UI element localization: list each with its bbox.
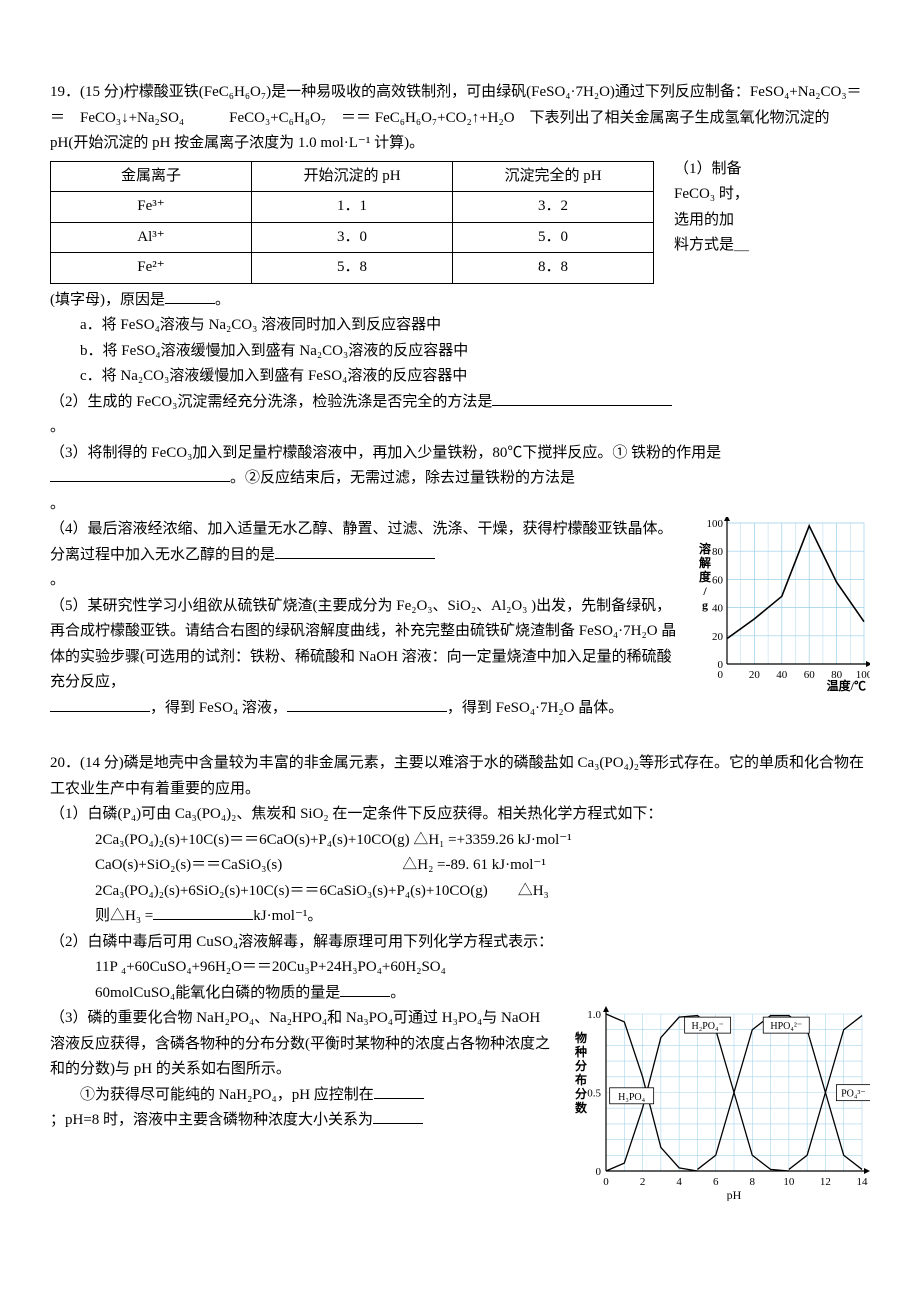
- svg-text:0: 0: [603, 1176, 609, 1188]
- svg-text:0: 0: [596, 1166, 602, 1178]
- q19-side-l2: FeCO₃ 时，: [674, 182, 749, 208]
- blank: [50, 711, 150, 712]
- svg-text:40: 40: [776, 669, 788, 681]
- svg-text:温度/℃: 温度/℃: [827, 678, 866, 692]
- svg-text:PO₄³⁻: PO₄³⁻: [841, 1089, 866, 1100]
- q19-side-l4: 料方式是＿: [674, 233, 749, 259]
- solubility-chart: 20406080100020406080100温度/℃溶解度/g0: [695, 517, 870, 702]
- svg-text:溶: 溶: [699, 541, 711, 556]
- svg-text:布: 布: [575, 1072, 587, 1087]
- svg-text:100: 100: [707, 518, 724, 530]
- q19-number: 19: [50, 84, 65, 100]
- svg-text:20: 20: [749, 669, 761, 681]
- svg-text:2: 2: [640, 1176, 646, 1188]
- svg-text:6: 6: [713, 1176, 719, 1188]
- blank: [275, 558, 435, 559]
- svg-text:物: 物: [575, 1030, 587, 1045]
- svg-text:4: 4: [676, 1176, 682, 1188]
- svg-text:度: 度: [699, 569, 712, 584]
- blank: [287, 711, 447, 712]
- q19-table-row: 金属离子 开始沉淀的 pH 沉淀完全的 pH Fe³⁺1．13．2 Al³⁺3．…: [50, 157, 870, 288]
- th-start: 开始沉淀的 pH: [252, 161, 453, 192]
- svg-text:/: /: [702, 584, 707, 598]
- svg-text:20: 20: [712, 631, 724, 643]
- ion-table: 金属离子 开始沉淀的 pH 沉淀完全的 pH Fe³⁺1．13．2 Al³⁺3．…: [50, 161, 654, 284]
- q20-part2-c: 60molCuSO₄能氧化白磷的物质的量是。: [50, 981, 870, 1007]
- svg-text:HPO₄²⁻: HPO₄²⁻: [770, 1021, 802, 1032]
- q20-intro: 20．(14 分)磷是地壳中含量较为丰富的非金属元素，主要以难溶于水的磷酸盐如 …: [50, 751, 870, 802]
- blank: [340, 996, 390, 997]
- svg-text:数: 数: [575, 1100, 588, 1115]
- svg-text:12: 12: [820, 1176, 831, 1188]
- svg-text:10: 10: [783, 1176, 795, 1188]
- q19-opt-a: a．将 FeSO₄溶液与 Na₂CO₃ 溶液同时加入到反应容器中: [50, 313, 870, 339]
- th-ion: 金属离子: [51, 161, 252, 192]
- svg-text:80: 80: [712, 546, 724, 558]
- q20-part1: （1）白磷(P₄)可由 Ca₃(PO₄)₂、焦炭和 SiO₂ 在一定条件下反应获…: [50, 802, 870, 828]
- blank: [492, 405, 672, 406]
- question-19: 19．(15 分)柠檬酸亚铁(FeC₆H₆O₇)是一种易吸收的高效铁制剂，可由绿…: [50, 80, 870, 721]
- svg-text:0: 0: [718, 669, 724, 681]
- blank: [373, 1123, 423, 1124]
- chart1-svg: 20406080100020406080100温度/℃溶解度/g0: [695, 517, 870, 692]
- svg-text:H₃PO₄: H₃PO₄: [618, 1092, 645, 1103]
- q19-side-l1: （1）制备: [674, 157, 749, 183]
- blank: [50, 481, 230, 482]
- th-complete: 沉淀完全的 pH: [453, 161, 654, 192]
- blank: [153, 919, 253, 920]
- question-20: 20．(14 分)磷是地壳中含量较为丰富的非金属元素，主要以难溶于水的磷酸盐如 …: [50, 751, 870, 1219]
- q20-points: (14 分): [80, 755, 124, 771]
- svg-text:g: g: [702, 598, 708, 612]
- table-row: Al³⁺3．05．0: [51, 222, 654, 253]
- q19-part3: （3）将制得的 FeCO₃加入到足量柠檬酸溶液中，再加入少量铁粉，80℃下搅拌反…: [50, 441, 870, 492]
- q20-eq2: CaO(s)+SiO₂(s)＝＝CaSiO₃(s) △H₂ =-89. 61 k…: [50, 853, 870, 879]
- q19-after-table: (填字母)，原因是。: [50, 288, 870, 314]
- svg-text:1.0: 1.0: [587, 1009, 601, 1021]
- table-row: Fe²⁺5．88．8: [51, 253, 654, 284]
- svg-text:解: 解: [699, 555, 711, 570]
- svg-text:H₂PO₄⁻: H₂PO₄⁻: [691, 1021, 723, 1032]
- q20-eq4: 则△H₃ =kJ·mol⁻¹。: [50, 904, 870, 930]
- svg-text:分: 分: [575, 1086, 587, 1101]
- q20-eq1: 2Ca₃(PO₄)₂(s)+10C(s)＝＝6CaO(s)+P₄(s)+10CO…: [50, 828, 870, 854]
- svg-text:60: 60: [804, 669, 816, 681]
- q20-part2: （2）白磷中毒后可用 CuSO₄溶液解毒，解毒原理可用下列化学方程式表示：: [50, 930, 870, 956]
- svg-text:60: 60: [712, 574, 724, 586]
- q19-points: (15 分): [80, 84, 124, 100]
- q19-opt-c: c．将 Na₂CO₃溶液缓慢加入到盛有 FeSO₄溶液的反应容器中: [50, 364, 870, 390]
- svg-text:分: 分: [575, 1058, 587, 1073]
- period: 。: [50, 415, 870, 441]
- chart2-svg: 0 2 4 6 8 10 12 14 0 0.5 1.0 H₃PO₄ H₂PO₄⁻ HPO₄²⁻ PO₄³⁻…: [570, 1006, 870, 1201]
- q20-eq3: 2Ca₃(PO₄)₂(s)+6SiO₂(s)+10C(s)＝＝6CaSiO₃(s…: [50, 879, 870, 905]
- q20-part2-eq: 11P ₄+60CuSO₄+96H₂O＝＝20Cu₃P+24H₃PO₄+60H₂…: [50, 955, 870, 981]
- q19-intro: 19．(15 分)柠檬酸亚铁(FeC₆H₆O₇)是一种易吸收的高效铁制剂，可由绿…: [50, 80, 870, 157]
- q19-side-l3: 选用的加: [674, 208, 749, 234]
- svg-text:0.5: 0.5: [587, 1088, 601, 1100]
- svg-text:8: 8: [750, 1176, 756, 1188]
- svg-text:pH: pH: [727, 1188, 742, 1201]
- table-row: Fe³⁺1．13．2: [51, 192, 654, 223]
- period: 。: [50, 492, 870, 518]
- species-chart: 0 2 4 6 8 10 12 14 0 0.5 1.0 H₃PO₄ H₂PO₄⁻ HPO₄²⁻ PO₄³⁻…: [570, 1006, 870, 1211]
- q19-part1-side: （1）制备 FeCO₃ 时， 选用的加 料方式是＿: [674, 157, 749, 259]
- svg-text:14: 14: [857, 1176, 869, 1188]
- q19-intro-text: 柠檬酸亚铁(FeC₆H₆O₇)是一种易吸收的高效铁制剂，可由绿矾(FeSO₄·7…: [50, 84, 862, 151]
- blank: [165, 303, 215, 304]
- blank: [374, 1098, 424, 1099]
- svg-text:40: 40: [712, 603, 724, 615]
- svg-text:种: 种: [574, 1044, 587, 1059]
- q19-part2: （2）生成的 FeCO₃沉淀需经充分洗涤，检验洗涤是否完全的方法是: [50, 390, 870, 416]
- table-header-row: 金属离子 开始沉淀的 pH 沉淀完全的 pH: [51, 161, 654, 192]
- q19-opt-b: b．将 FeSO₄溶液缓慢加入到盛有 Na₂CO₃溶液的反应容器中: [50, 339, 870, 365]
- q20-number: 20: [50, 755, 65, 771]
